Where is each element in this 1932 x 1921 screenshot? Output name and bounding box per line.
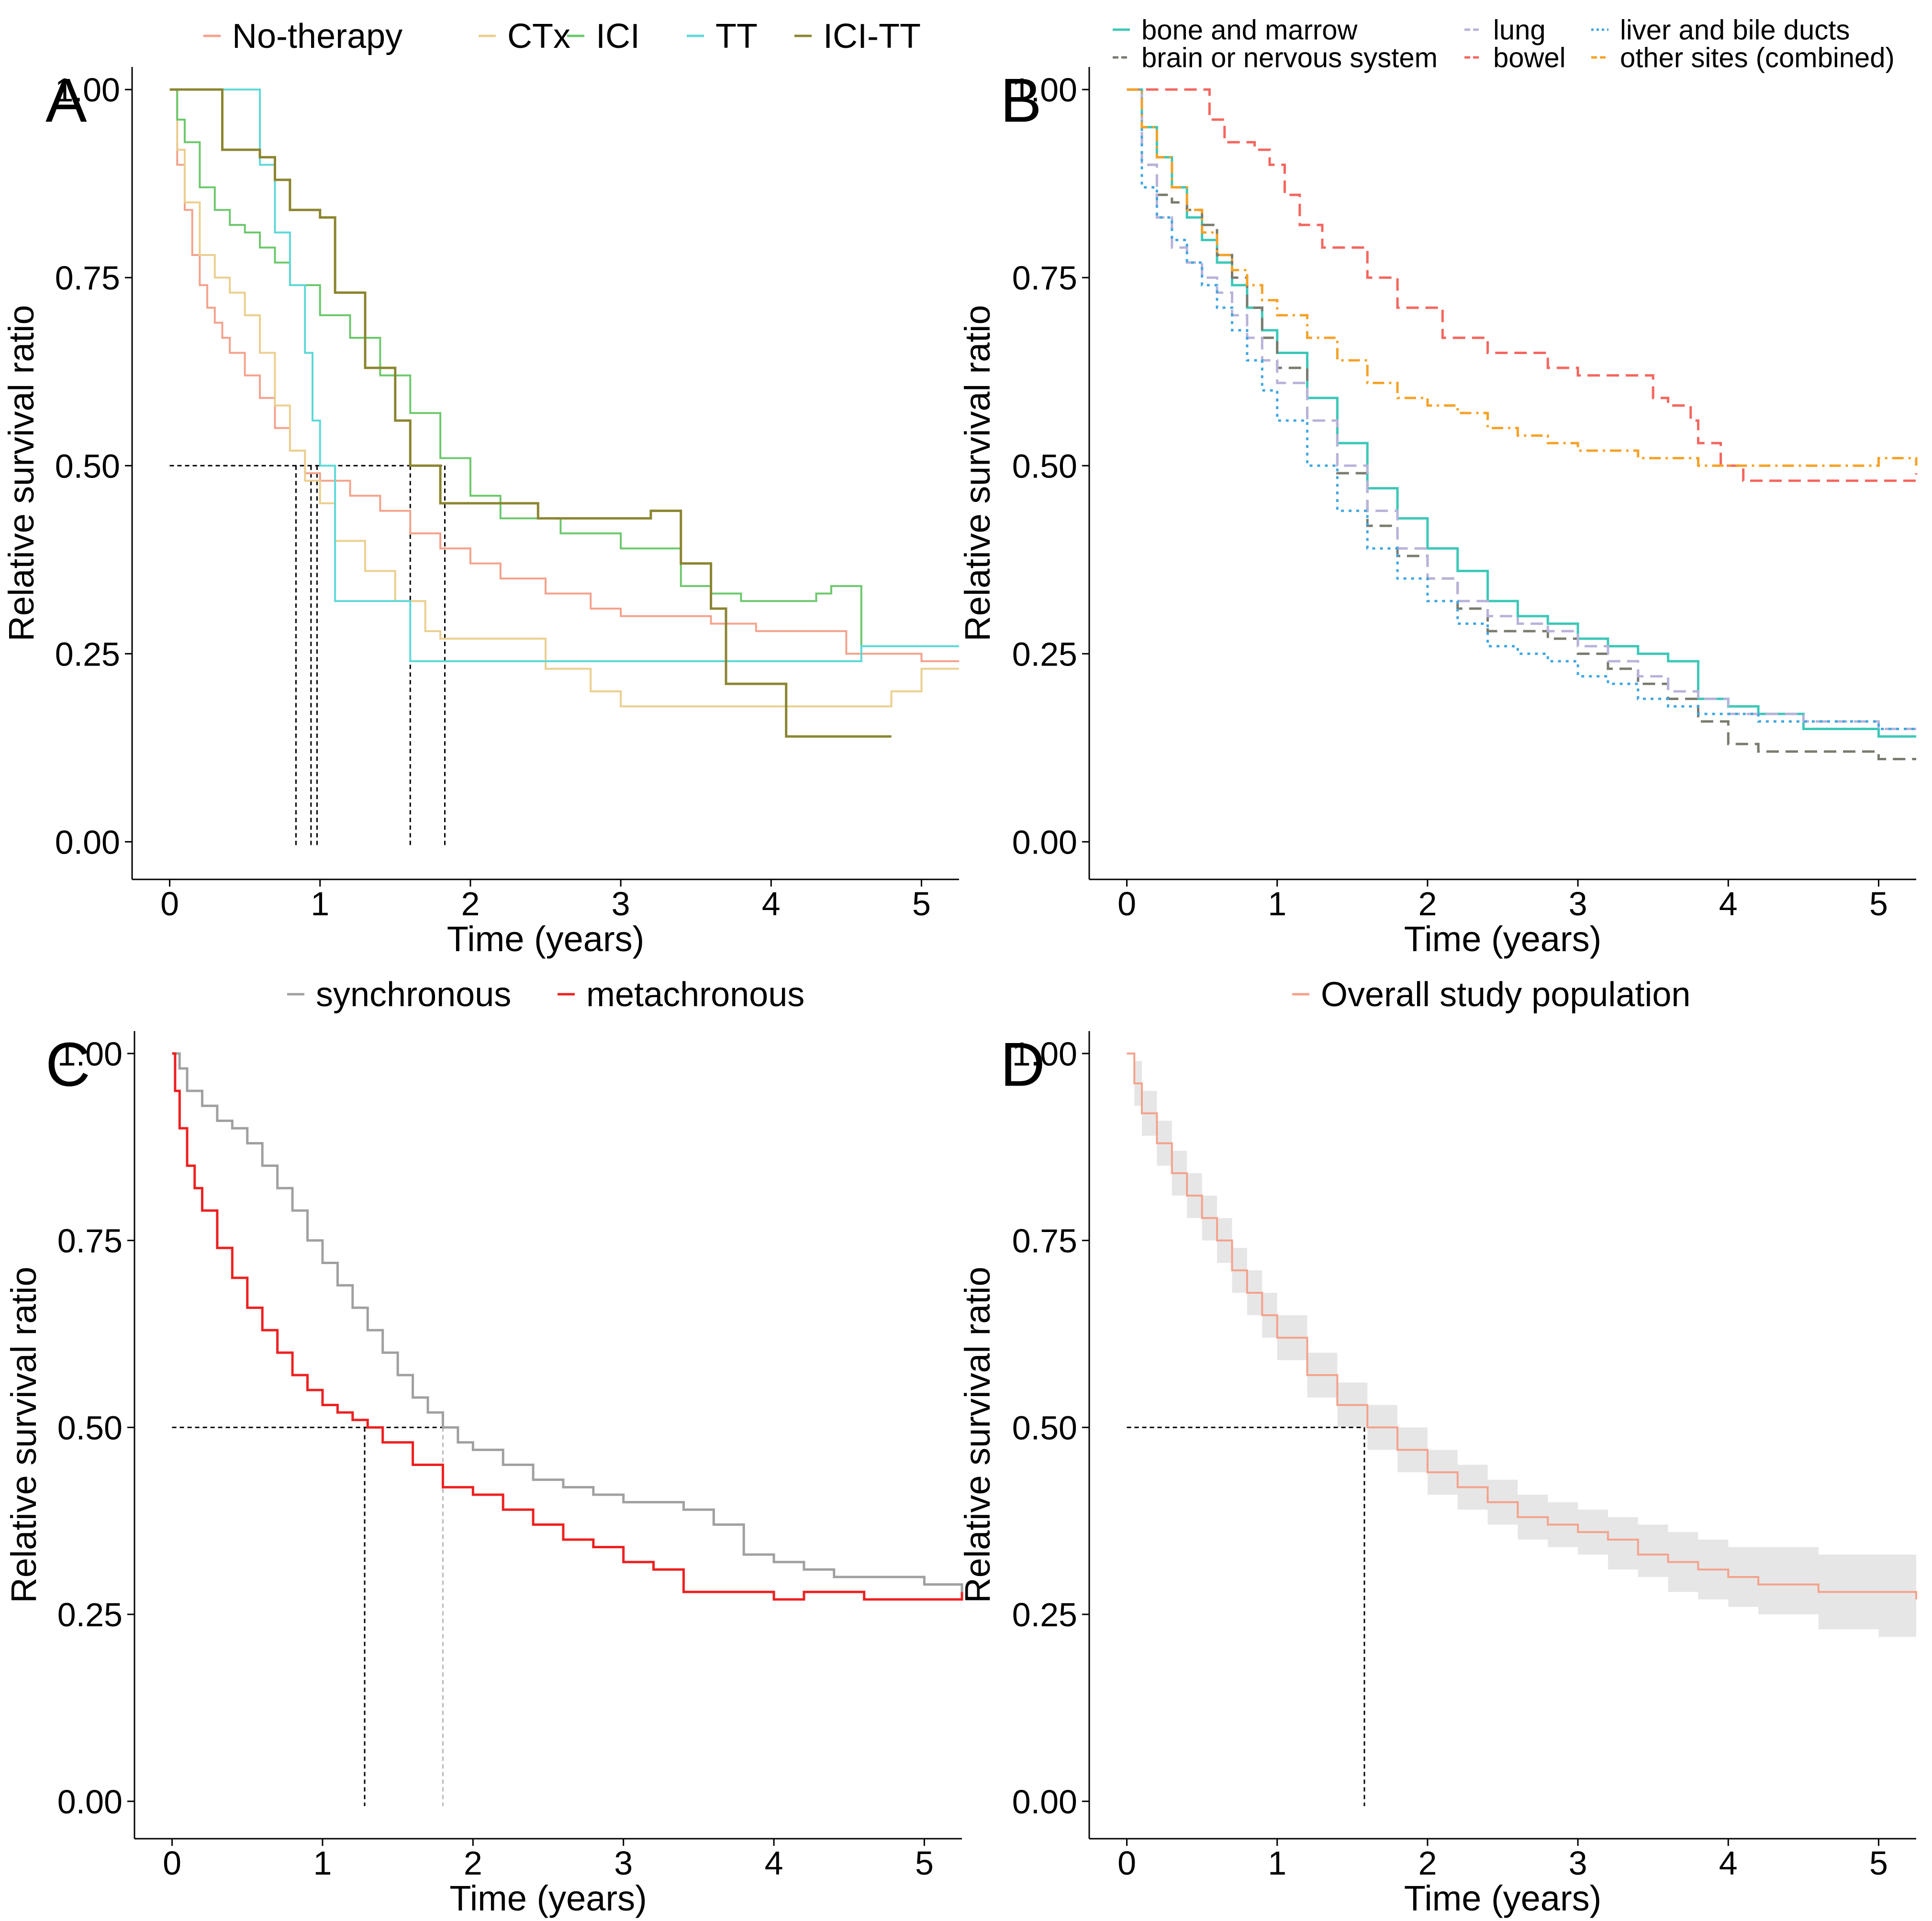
panel-label: C xyxy=(45,1029,90,1099)
panel-b: B 0 1 2 3 4 5 0.00 0.25 0.50 0.75 1.00 Time (years) R… xyxy=(958,14,1918,959)
panel-c: C 0 1 2 3 4 5 0.00 0.25 0.50 0.75 1.00 Time (years) R… xyxy=(4,976,963,1918)
legend-label: Overall study population xyxy=(1321,976,1690,1014)
legend-label: bowel xyxy=(1493,42,1566,73)
y-tick-label: 1.00 xyxy=(1012,71,1077,109)
y-axis-title: Relative survival ratio xyxy=(4,1266,44,1603)
legend-label: TT xyxy=(715,17,758,56)
x-tick-label: 2 xyxy=(1418,1844,1437,1882)
x-tick-label: 0 xyxy=(160,885,179,922)
y-tick-label: 1.00 xyxy=(57,1035,123,1073)
x-tick-label: 4 xyxy=(1719,885,1738,922)
survival-curve-tt xyxy=(169,89,959,663)
legend-label: metachronous xyxy=(586,976,804,1014)
panel-label: D xyxy=(1000,1029,1045,1099)
y-axis-title: Relative survival ratio xyxy=(958,1266,997,1603)
x-tick-label: 2 xyxy=(464,1844,482,1882)
panel-a: A 0 1 2 3 4 5 0.00 0.25 0.50 0.75 1.00 Time (years) R… xyxy=(1,17,959,959)
survival-curve-synchronous xyxy=(172,1052,963,1592)
y-tick-label: 0.25 xyxy=(1012,635,1077,673)
y-tick-label: 0.75 xyxy=(1012,259,1077,297)
x-tick-label: 5 xyxy=(1869,1844,1888,1882)
panel-label: A xyxy=(45,65,87,135)
x-tick-label: 4 xyxy=(762,885,781,922)
survival-curve-bowel xyxy=(1127,88,1918,482)
y-tick-label: 0.00 xyxy=(1012,1783,1077,1821)
survival-curve-metachronous xyxy=(172,1052,963,1601)
x-tick-label: 3 xyxy=(1569,885,1587,922)
confidence-band xyxy=(1127,1053,1916,1644)
x-tick-label: 5 xyxy=(1869,885,1888,922)
legend-label: No-therapy xyxy=(232,17,402,56)
y-tick-label: 0.50 xyxy=(1012,447,1077,485)
y-axis-title: Relative survival ratio xyxy=(1,305,41,641)
x-tick-label: 1 xyxy=(1268,1844,1286,1882)
legend-label: brain or nervous system xyxy=(1141,42,1438,73)
x-tick-label: 0 xyxy=(1117,1844,1136,1882)
survival-curve-liver-and-bile-ducts xyxy=(1127,88,1916,731)
y-tick-label: 0.00 xyxy=(55,823,120,861)
y-tick-label: 0.25 xyxy=(1012,1596,1077,1633)
x-tick-label: 4 xyxy=(765,1844,783,1882)
y-tick-label: 0.00 xyxy=(1012,823,1077,861)
x-tick-label: 1 xyxy=(313,1844,332,1882)
x-axis-title: Time (years) xyxy=(1404,1878,1602,1918)
survival-curve-ctx xyxy=(169,89,959,708)
y-tick-label: 0.75 xyxy=(55,259,120,297)
x-tick-label: 0 xyxy=(163,1844,181,1882)
y-tick-label: 0.00 xyxy=(57,1783,123,1821)
y-tick-label: 0.50 xyxy=(55,447,120,485)
x-tick-label: 0 xyxy=(1117,885,1136,922)
y-tick-label: 1.00 xyxy=(1012,1035,1077,1073)
x-tick-label: 3 xyxy=(612,885,630,922)
panel-label: B xyxy=(1000,65,1042,135)
legend-label: ICI xyxy=(596,17,640,56)
legend-label: CTx xyxy=(507,17,570,56)
survival-curve-no-therapy xyxy=(169,89,959,663)
x-axis-title: Time (years) xyxy=(447,919,645,959)
x-tick-label: 2 xyxy=(461,885,480,922)
y-tick-label: 0.75 xyxy=(57,1222,123,1260)
legend-label: synchronous xyxy=(316,976,511,1014)
x-tick-label: 5 xyxy=(912,885,931,922)
y-axis-title: Relative survival ratio xyxy=(958,305,997,641)
y-tick-label: 0.50 xyxy=(1012,1409,1077,1446)
legend-label: bone and marrow xyxy=(1141,14,1358,45)
x-tick-label: 4 xyxy=(1719,1844,1738,1882)
legend-label: lung xyxy=(1493,14,1546,45)
x-tick-label: 3 xyxy=(614,1844,633,1882)
y-tick-label: 0.50 xyxy=(57,1409,123,1446)
y-tick-label: 1.00 xyxy=(55,71,120,109)
y-tick-label: 0.25 xyxy=(55,635,120,673)
survival-curve-ici-tt xyxy=(169,88,892,738)
x-tick-label: 2 xyxy=(1418,885,1437,922)
panel-d: D 0 1 2 3 4 5 0.00 0.25 0.50 0.75 1.00 Time (years) R… xyxy=(958,976,1917,1918)
legend-label: ICI-TT xyxy=(823,17,921,56)
x-axis-title: Time (years) xyxy=(1404,919,1602,959)
legend-label: liver and bile ducts xyxy=(1620,14,1850,45)
legend-label: other sites (combined) xyxy=(1620,42,1895,73)
x-tick-label: 1 xyxy=(311,885,329,922)
x-tick-label: 1 xyxy=(1268,885,1286,922)
survival-curve-ici xyxy=(169,89,959,647)
y-tick-label: 0.25 xyxy=(57,1596,123,1633)
survival-curve-overall-study-population xyxy=(1127,1052,1917,1599)
x-tick-label: 5 xyxy=(915,1844,934,1882)
y-tick-label: 0.75 xyxy=(1012,1222,1077,1260)
survival-curve-other-sites-combined- xyxy=(1127,88,1918,467)
x-tick-label: 3 xyxy=(1569,1844,1587,1882)
x-axis-title: Time (years) xyxy=(449,1878,647,1918)
